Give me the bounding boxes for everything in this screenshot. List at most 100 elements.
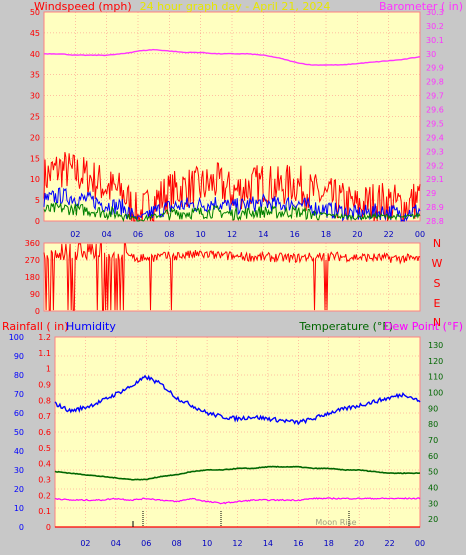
rainfall-y-tick-label: 0.5 xyxy=(38,444,51,453)
wind-axis-title: Windspeed (mph) xyxy=(34,0,132,13)
humidity-y-tick-label: 40 xyxy=(14,447,24,456)
humidity-axis-title: Humidity xyxy=(66,320,116,333)
dewpoint-axis-title: Dew Point (°F) xyxy=(384,320,463,333)
x-tick-label: 08 xyxy=(172,539,182,548)
barometer-y-tick-label: 29.2 xyxy=(426,161,444,170)
barometer-y-tick-label: 29 xyxy=(426,189,436,198)
rainfall-y-tick-label: 1.1 xyxy=(38,349,51,358)
humidity-y-tick-label: 80 xyxy=(14,371,24,380)
temperature-line xyxy=(54,465,421,481)
temperature-y-tick-label: 130 xyxy=(428,341,443,350)
direction-y-tick-label: 180 xyxy=(25,273,40,282)
dewpoint-line xyxy=(54,497,421,505)
barometer-y-tick-label: 29.9 xyxy=(426,64,444,73)
x-tick-label: 04 xyxy=(111,539,121,548)
barometer-y-tick-label: 28.9 xyxy=(426,203,444,212)
compass-label: S xyxy=(434,277,441,290)
wind-y-tick-label: 20 xyxy=(30,133,40,142)
humidity-y-tick-label: 50 xyxy=(14,428,24,437)
wind-y-tick-label: 40 xyxy=(30,50,40,59)
barometer-y-tick-label: 29.8 xyxy=(426,78,444,87)
direction-y-tick-label: 0 xyxy=(35,307,40,316)
rainfall-y-tick-label: 0.4 xyxy=(38,460,51,469)
temperature-y-tick-label: 70 xyxy=(428,436,438,445)
wind-direction-line xyxy=(43,243,421,311)
temperature-y-tick-label: 20 xyxy=(428,515,438,524)
temperature-y-tick-label: 80 xyxy=(428,420,438,429)
barometer-axis-title: Barometer ( in) xyxy=(379,0,463,13)
wind-y-tick-label: 35 xyxy=(30,71,40,80)
rainfall-y-tick-label: 0 xyxy=(46,523,51,532)
compass-label: W xyxy=(432,257,443,270)
humidity-y-tick-label: 70 xyxy=(14,390,24,399)
x-tick-label: 10 xyxy=(196,230,206,239)
rainfall-y-tick-label: 0.8 xyxy=(38,396,51,405)
rainfall-y-tick-label: 1.2 xyxy=(38,333,51,342)
temperature-y-tick-label: 30 xyxy=(428,499,438,508)
x-tick-label: 20 xyxy=(354,539,364,548)
x-tick-label: 04 xyxy=(102,230,112,239)
compass-label: N xyxy=(433,316,441,329)
x-tick-label: 16 xyxy=(293,539,303,548)
humidity-line xyxy=(54,374,421,426)
wind-y-tick-label: 5 xyxy=(35,196,40,205)
rainfall-axis-title: Rainfall ( in) xyxy=(2,320,69,333)
chart-title: 24 hour graph day - April 21, 2024 xyxy=(140,0,331,13)
temperature-y-tick-label: 110 xyxy=(428,373,443,382)
wind-y-tick-label: 45 xyxy=(30,29,40,38)
barometer-y-tick-label: 29.6 xyxy=(426,106,444,115)
humidity-y-tick-label: 100 xyxy=(9,333,24,342)
wind-gust-line xyxy=(43,152,421,222)
humidity-y-tick-label: 90 xyxy=(14,352,24,361)
barometer-y-tick-label: 30.1 xyxy=(426,36,444,45)
temperature-axis-title: Temperature (°F) xyxy=(298,320,393,333)
temperature-y-tick-label: 90 xyxy=(428,404,438,413)
x-tick-label: 10 xyxy=(202,539,212,548)
x-tick-label: 06 xyxy=(133,230,143,239)
barometer-line xyxy=(44,48,421,66)
moon-rise-label: Moon Rise xyxy=(315,518,356,527)
barometer-y-tick-label: 30.2 xyxy=(426,22,444,31)
barometer-y-tick-label: 29.7 xyxy=(426,92,444,101)
compass-label: N xyxy=(433,237,441,250)
wind-y-tick-label: 10 xyxy=(30,175,40,184)
x-tick-label: 08 xyxy=(164,230,174,239)
barometer-y-tick-label: 29.5 xyxy=(426,119,444,128)
x-tick-label: 22 xyxy=(384,230,394,239)
rainfall-y-tick-label: 0.9 xyxy=(38,381,51,390)
rainfall-y-tick-label: 0.6 xyxy=(38,428,51,437)
humidity-y-tick-label: 20 xyxy=(14,485,24,494)
temperature-y-tick-label: 40 xyxy=(428,483,438,492)
barometer-y-tick-label: 30.3 xyxy=(426,8,444,17)
direction-y-tick-label: 360 xyxy=(25,239,40,248)
humidity-y-tick-label: 60 xyxy=(14,409,24,418)
x-tick-label: 12 xyxy=(227,230,237,239)
x-tick-label: 12 xyxy=(232,539,242,548)
rainfall-y-tick-label: 0.2 xyxy=(38,491,51,500)
temperature-y-tick-label: 60 xyxy=(428,452,438,461)
x-tick-label: 18 xyxy=(324,539,334,548)
x-tick-label: 16 xyxy=(290,230,300,239)
wind-y-tick-label: 50 xyxy=(30,8,40,17)
rainfall-y-tick-label: 1 xyxy=(46,365,51,374)
rainfall-y-tick-label: 0.7 xyxy=(38,412,51,421)
x-tick-label: 06 xyxy=(141,539,151,548)
x-tick-label: 14 xyxy=(263,539,273,548)
x-tick-label: 00 xyxy=(415,230,425,239)
temperature-y-tick-label: 120 xyxy=(428,357,443,366)
temperature-y-tick-label: 50 xyxy=(428,468,438,477)
x-tick-label: 18 xyxy=(321,230,331,239)
x-tick-label: 20 xyxy=(352,230,362,239)
rainfall-y-tick-label: 0.3 xyxy=(38,476,51,485)
x-tick-label: 22 xyxy=(384,539,394,548)
wind-y-tick-label: 30 xyxy=(30,92,40,101)
barometer-y-tick-label: 29.3 xyxy=(426,147,444,156)
rainfall-y-tick-label: 0.1 xyxy=(38,507,51,516)
direction-y-tick-label: 90 xyxy=(30,290,40,299)
x-tick-label: 00 xyxy=(415,539,425,548)
barometer-y-tick-label: 30 xyxy=(426,50,436,59)
wind-y-tick-label: 15 xyxy=(30,154,40,163)
x-tick-label: 02 xyxy=(70,230,80,239)
